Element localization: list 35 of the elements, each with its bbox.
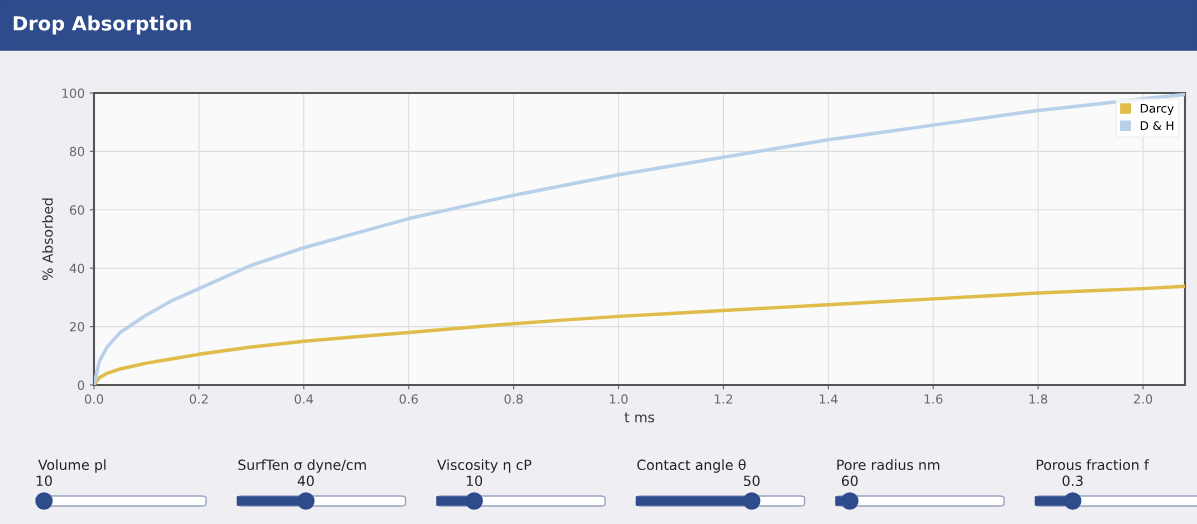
- y-tick-label: 60: [69, 205, 85, 215]
- chart-title: Drop Absorption: [13, 15, 191, 35]
- text: Viscosity η cP: [437, 459, 532, 473]
- line-series: [94, 93, 1185, 385]
- legend-label: Darcy: [1140, 103, 1174, 116]
- y-tick-label: 100: [62, 88, 85, 98]
- text: Pore radius nm: [837, 459, 940, 471]
- x-axis-title: t ms: [624, 412, 655, 423]
- x-tick-label: 1.0: [609, 394, 628, 404]
- text: 60: [841, 475, 858, 487]
- x-tick-label: 0.4: [294, 394, 314, 404]
- x-tick-label: 0.2: [189, 394, 208, 404]
- y-tick-label: 40: [69, 263, 85, 274]
- y-tick-label: 80: [69, 146, 85, 157]
- text: 50: [743, 475, 760, 487]
- x-tick-label: 1.6: [924, 394, 943, 404]
- text: SurfTen σ dyne/cm: [238, 459, 366, 473]
- y-axis-title: % Absorbed: [42, 198, 53, 281]
- text: 0.3: [1062, 475, 1083, 487]
- y-tick-label: 0: [77, 380, 85, 390]
- text: 40: [297, 475, 314, 487]
- legend-label: D & H: [1140, 121, 1174, 131]
- x-tick-label: 0.8: [504, 394, 523, 404]
- x-tick-label: 1.8: [1029, 394, 1048, 404]
- text: Contact angle θ: [637, 459, 746, 473]
- text: 10: [36, 475, 52, 487]
- x-tick-label: 0.0: [84, 394, 104, 404]
- x-tick-label: 2.0: [1134, 394, 1153, 404]
- text: Volume pl: [38, 459, 106, 473]
- x-tick-label: 1.4: [819, 394, 838, 404]
- x-tick-label: 1.2: [714, 394, 733, 404]
- y-tick-label: 20: [69, 322, 85, 332]
- x-tick-label: 0.6: [399, 394, 418, 404]
- text: 10: [466, 475, 483, 487]
- text: Porous fraction f: [1036, 459, 1150, 471]
